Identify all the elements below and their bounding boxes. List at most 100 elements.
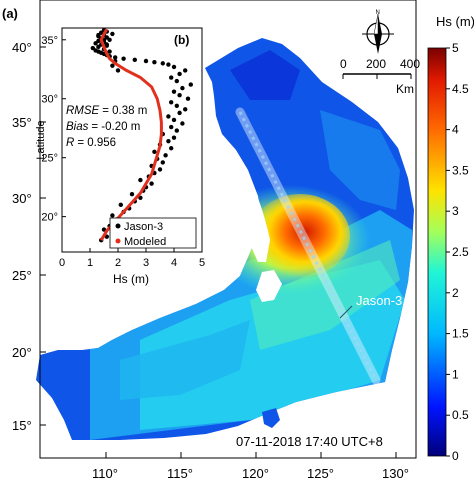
colorbar-tick-label: 0 (452, 449, 459, 463)
track-label-leader (339, 305, 353, 319)
jason3-point (149, 181, 154, 186)
taiwan-island (250, 198, 270, 262)
scale-unit: Km (396, 82, 414, 96)
panel-b-ytick-label: 20° (41, 212, 58, 224)
jason3-point (169, 146, 174, 151)
lon-tick-label: 125° (307, 466, 334, 481)
jason3-point (138, 195, 143, 200)
colorbar-tick-label: 5 (452, 41, 459, 55)
lat-tick-label: 40° (12, 40, 32, 55)
map-border (39, 0, 417, 459)
jason3-point (169, 124, 174, 130)
scale-bar: 0 200 400 Km (340, 57, 420, 96)
colorbar-tick-label: 3.5 (452, 163, 469, 177)
jason3-point (107, 49, 112, 54)
jason3-point (90, 45, 96, 51)
jason3-point (183, 68, 188, 73)
jason3-point (171, 64, 177, 70)
colorbar-tick-label: 0.5 (452, 408, 469, 422)
jason3-point (129, 192, 135, 197)
panel-b-ylabel: Latitude (35, 120, 47, 159)
colorbar-tick-label: 1 (452, 367, 459, 381)
stat-name: RMSE (66, 105, 100, 117)
jason3-point (152, 59, 157, 65)
scale-tick: 0 (340, 57, 347, 71)
panel-b-xlabel: Hs (m) (113, 272, 149, 286)
jason3-point (180, 85, 185, 91)
jason3-point (160, 160, 165, 165)
colorbar-tick-label: 2 (452, 286, 459, 300)
lon-ticks: 110° 115° 120° 125° 130° (92, 452, 409, 481)
panel-b-xtick-label: 4 (171, 257, 177, 269)
jason3-point (174, 103, 179, 109)
jason3-point (132, 57, 137, 63)
jason3-point (171, 117, 177, 123)
stat-value: = 0.38 m (102, 105, 147, 117)
panel-b-xtick-label: 3 (143, 257, 149, 269)
jason3-point (177, 71, 182, 77)
lat-tick-label: 15° (12, 418, 32, 433)
legend-marker-jason3 (115, 223, 121, 229)
lon-tick-label: 115° (167, 466, 193, 481)
legend-label: Modeled (124, 236, 166, 248)
lat-tick-label: 35° (12, 115, 32, 130)
jason3-point (166, 62, 171, 67)
jason3-point (115, 68, 121, 73)
panel-a-label: (a) (2, 6, 18, 21)
colorbar-tick-label: 4.5 (452, 82, 469, 96)
scale-tick: 200 (366, 57, 386, 71)
stat-value: = -0.20 m (91, 121, 140, 133)
jason3-point (171, 89, 177, 94)
jason3-point (166, 114, 171, 119)
track-label: Jason-3 (356, 293, 402, 308)
panel-b-ytick-label: 25° (41, 153, 58, 165)
svg-text:RMSE= 0.38 m: RMSE = 0.38 m (66, 105, 147, 117)
scale-tick: 400 (400, 57, 420, 71)
jason3-point (166, 138, 171, 144)
jason3-point (177, 110, 182, 116)
panel-b-xtick-label: 0 (59, 257, 65, 269)
colorbar-tick-label: 4 (452, 123, 459, 137)
panel-b-legend: Jason-3 Modeled (109, 217, 197, 249)
jason3-point (163, 153, 168, 158)
jason3-point (138, 177, 143, 183)
taiwan-land (256, 270, 282, 302)
jason3-point (174, 128, 179, 133)
north-label: N (376, 10, 380, 16)
jason3-track-dots (238, 111, 378, 381)
jason3-point (110, 31, 115, 37)
jason3-point (185, 96, 191, 101)
colorbar-title: Hs (m) (436, 14, 474, 29)
jason3-point (104, 42, 110, 47)
lat-tick-label: 20° (12, 345, 32, 360)
panel-b-xtick-label: 1 (87, 257, 93, 269)
jason3-point (169, 75, 174, 80)
north-arrow: N (362, 10, 394, 54)
stat-name: Bias (66, 121, 89, 133)
legend-marker-modeled (115, 238, 121, 244)
lon-tick-label: 110° (92, 466, 118, 481)
jason3-point (183, 107, 188, 112)
island-patch (262, 408, 280, 428)
lat-tick-label: 30° (12, 191, 32, 206)
colorbar-tick-label: 3 (452, 204, 459, 218)
panel-b-xtick-label: 5 (199, 257, 205, 269)
jason3-point (110, 213, 115, 218)
lon-tick-label: 130° (382, 466, 409, 481)
jason3-point (157, 167, 163, 172)
colorbar-tick-label: 1.5 (452, 327, 469, 341)
jason3-point (110, 63, 115, 68)
legend-label: Jason-3 (124, 221, 163, 233)
jason3-point (188, 82, 193, 87)
stat-name: R (66, 137, 74, 149)
stats-block: RMSE = 0.38 m Bias = -0.20 m R = 0.956 (66, 105, 147, 149)
jason3-point (160, 61, 165, 66)
jason3-point (118, 202, 124, 208)
jason3-point (113, 55, 118, 60)
panel-b-ytick-label: 30° (41, 94, 58, 106)
stat-value: = 0.956 (77, 137, 116, 149)
modeled-series-line (99, 28, 163, 241)
